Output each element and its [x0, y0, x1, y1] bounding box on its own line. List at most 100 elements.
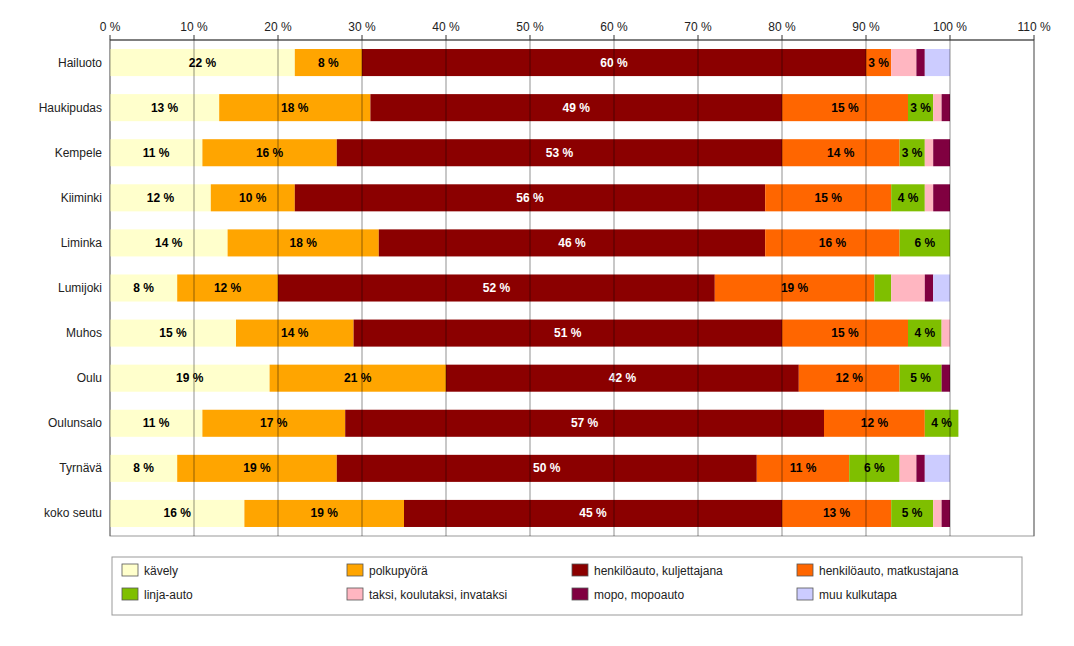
legend-label: henkilöauto, kuljettajana — [594, 564, 723, 578]
tick-label: 0 % — [100, 20, 121, 34]
bar-segment — [110, 49, 295, 76]
bar-segment — [900, 455, 917, 482]
bar-segment — [942, 320, 950, 347]
legend-label: muu kulkutapa — [819, 588, 897, 602]
tick-mark — [1034, 35, 1035, 40]
category-label: Haukipudas — [39, 101, 102, 115]
grid-line — [866, 40, 867, 536]
bar-segment — [110, 139, 202, 166]
legend-swatch — [572, 564, 588, 576]
data-label: 22 % — [189, 56, 217, 70]
bar-segment — [799, 365, 900, 392]
data-label: 4 % — [931, 416, 952, 430]
data-label: 13 % — [823, 506, 851, 520]
bar-segment — [849, 455, 899, 482]
bar-segment — [908, 94, 933, 121]
grid-line — [782, 40, 783, 536]
data-label: 15 % — [831, 101, 859, 115]
bar-segment — [345, 410, 824, 437]
tick-mark — [362, 35, 363, 40]
data-label: 5 % — [910, 371, 931, 385]
tick-mark — [782, 35, 783, 40]
tick-label: 20 % — [264, 20, 292, 34]
bar-segment — [958, 410, 959, 437]
bar-segment — [446, 365, 799, 392]
bar-segment — [958, 410, 959, 437]
data-label: 19 % — [243, 461, 271, 475]
legend-swatch — [122, 588, 138, 600]
tick-mark — [614, 35, 615, 40]
data-label: 19 % — [781, 281, 809, 295]
tick-label: 40 % — [432, 20, 460, 34]
bar-segment — [337, 139, 782, 166]
bar-segment — [874, 274, 891, 301]
data-label: 4 % — [914, 326, 935, 340]
grid-line — [110, 40, 111, 536]
legend-swatch — [347, 564, 363, 576]
plot-area — [110, 40, 1034, 536]
bar-segment — [757, 455, 849, 482]
bar-segment — [228, 229, 379, 256]
data-label: 13 % — [151, 101, 179, 115]
bar-segment — [908, 320, 942, 347]
tick-label: 70 % — [684, 20, 712, 34]
grid-line — [194, 40, 195, 536]
category-label: Oulu — [77, 371, 102, 385]
grid-line — [530, 40, 531, 536]
tick-label: 80 % — [768, 20, 796, 34]
bar-segment — [925, 184, 933, 211]
category-label: Tyrnävä — [59, 461, 102, 475]
data-label: 6 % — [864, 461, 885, 475]
x-axis: 0 %10 %20 %30 %40 %50 %60 %70 %80 %90 %1… — [100, 20, 1051, 40]
bar-segment — [219, 94, 370, 121]
grid-line — [362, 40, 363, 536]
tick-label: 110 % — [1017, 20, 1050, 34]
bar-segment — [933, 274, 950, 301]
legend-swatch — [122, 564, 138, 576]
bar-segment — [765, 184, 891, 211]
tick-mark — [194, 35, 195, 40]
legend: kävelypolkupyörähenkilöauto, kuljettajan… — [112, 557, 1022, 615]
data-label: 16 % — [819, 236, 847, 250]
tick-mark — [110, 35, 111, 40]
legend-swatch — [572, 588, 588, 600]
data-label: 14 % — [281, 326, 309, 340]
bar-segment — [900, 229, 950, 256]
bar-segment — [782, 320, 908, 347]
data-label: 17 % — [260, 416, 288, 430]
grid-line — [614, 40, 615, 536]
tick-label: 10 % — [180, 20, 208, 34]
bar-segment — [782, 500, 891, 527]
data-label: 3 % — [868, 56, 889, 70]
bar-segment — [110, 500, 244, 527]
bar-segment — [110, 94, 219, 121]
tick-label: 100 % — [933, 20, 967, 34]
bar-segment — [404, 500, 782, 527]
bar-segment — [891, 500, 933, 527]
bar-segment — [202, 410, 345, 437]
data-label: 3 % — [910, 101, 931, 115]
data-label: 15 % — [159, 326, 187, 340]
bar-segment — [933, 94, 941, 121]
bar-segment — [925, 139, 933, 166]
bar-segment — [782, 139, 900, 166]
data-label: 51 % — [554, 326, 582, 340]
data-label: 21 % — [344, 371, 372, 385]
bar-segment — [110, 274, 177, 301]
legend-frame — [112, 557, 1022, 615]
bars — [110, 49, 958, 527]
bar-segment — [925, 49, 950, 76]
bar-segment — [925, 410, 959, 437]
data-label: 18 % — [290, 236, 318, 250]
bar-segment — [900, 139, 925, 166]
data-label: 16 % — [164, 506, 192, 520]
bar-segment — [891, 274, 925, 301]
bar-segment — [110, 410, 202, 437]
data-label: 5 % — [902, 506, 923, 520]
data-label: 14 % — [827, 146, 855, 160]
grid-line — [950, 40, 951, 536]
legend-label: polkupyörä — [369, 564, 428, 578]
bar-segment — [925, 274, 933, 301]
bar-segment — [933, 184, 950, 211]
bar-segment — [942, 94, 950, 121]
